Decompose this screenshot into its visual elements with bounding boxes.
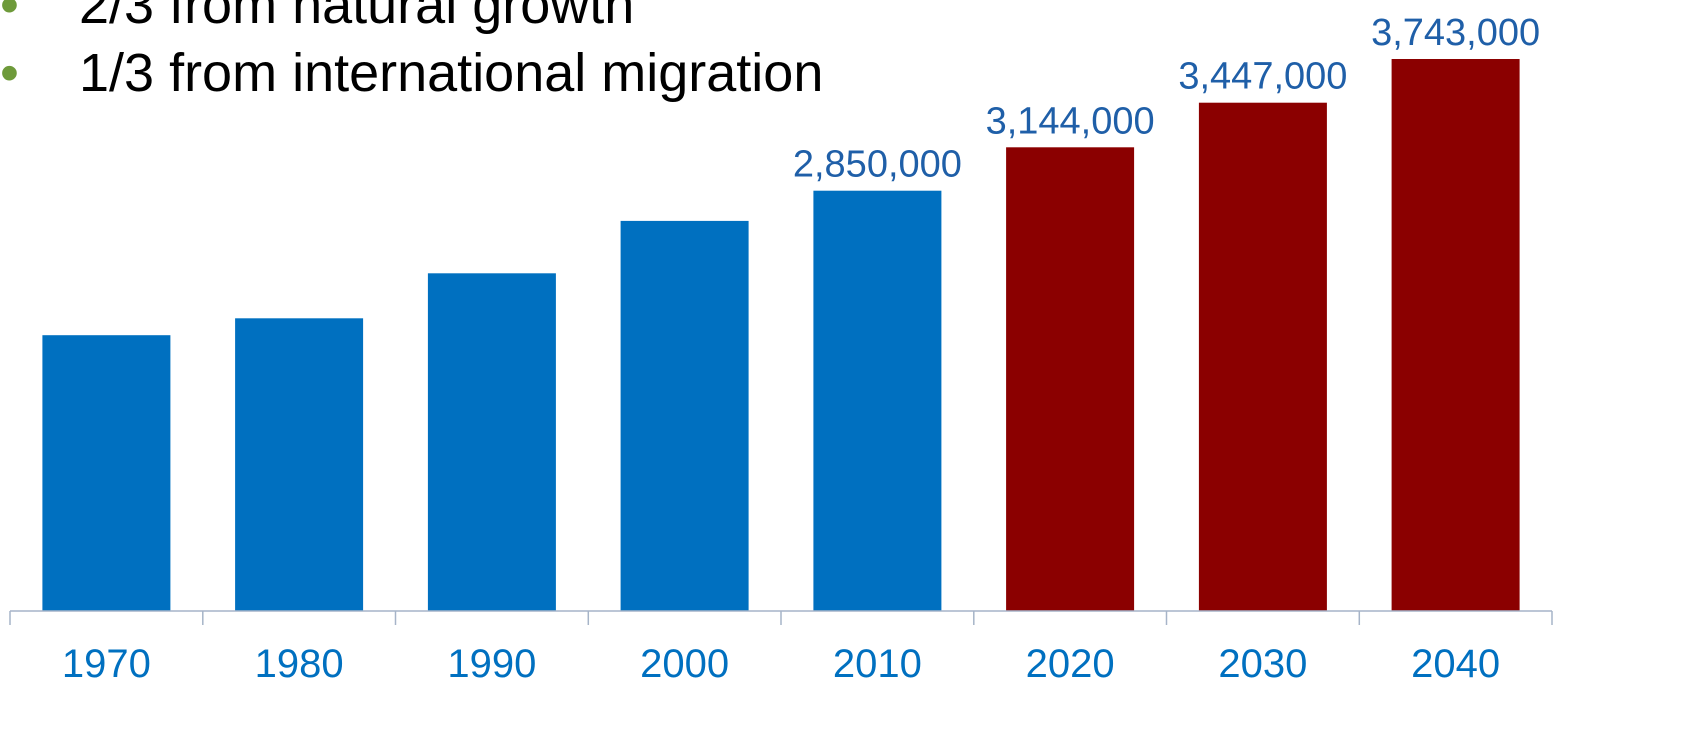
data-label-2040: 3,743,000 [1371, 12, 1540, 54]
tick-label-2040: 2040 [1411, 642, 1500, 686]
tick-label-1980: 1980 [255, 642, 344, 686]
bar-2020 [1006, 147, 1135, 612]
x-tick-labels: 1970 1980 1990 2000 2010 2020 2030 2040 [62, 642, 1500, 686]
bar-1980 [235, 318, 364, 611]
tick-label-2000: 2000 [640, 642, 729, 686]
tick-label-2030: 2030 [1218, 642, 1307, 686]
bar-1990 [427, 273, 556, 611]
bar-2010 [813, 190, 942, 611]
data-label-2030: 3,447,000 [1178, 56, 1347, 98]
data-label-2010: 2,850,000 [793, 144, 962, 186]
tick-label-1990: 1990 [447, 642, 536, 686]
data-labels: 2,850,000 3,144,000 3,447,000 3,743,000 [793, 12, 1540, 186]
bar-1970 [42, 335, 171, 611]
tick-label-1970: 1970 [62, 642, 151, 686]
tick-label-2020: 2020 [1026, 642, 1115, 686]
bars [42, 59, 1520, 612]
bar-2030 [1198, 102, 1327, 611]
bar-2000 [620, 220, 749, 611]
bar-2040 [1391, 59, 1520, 611]
x-axis [9, 610, 1553, 625]
tick-label-2010: 2010 [833, 642, 922, 686]
data-label-2020: 3,144,000 [986, 100, 1155, 142]
